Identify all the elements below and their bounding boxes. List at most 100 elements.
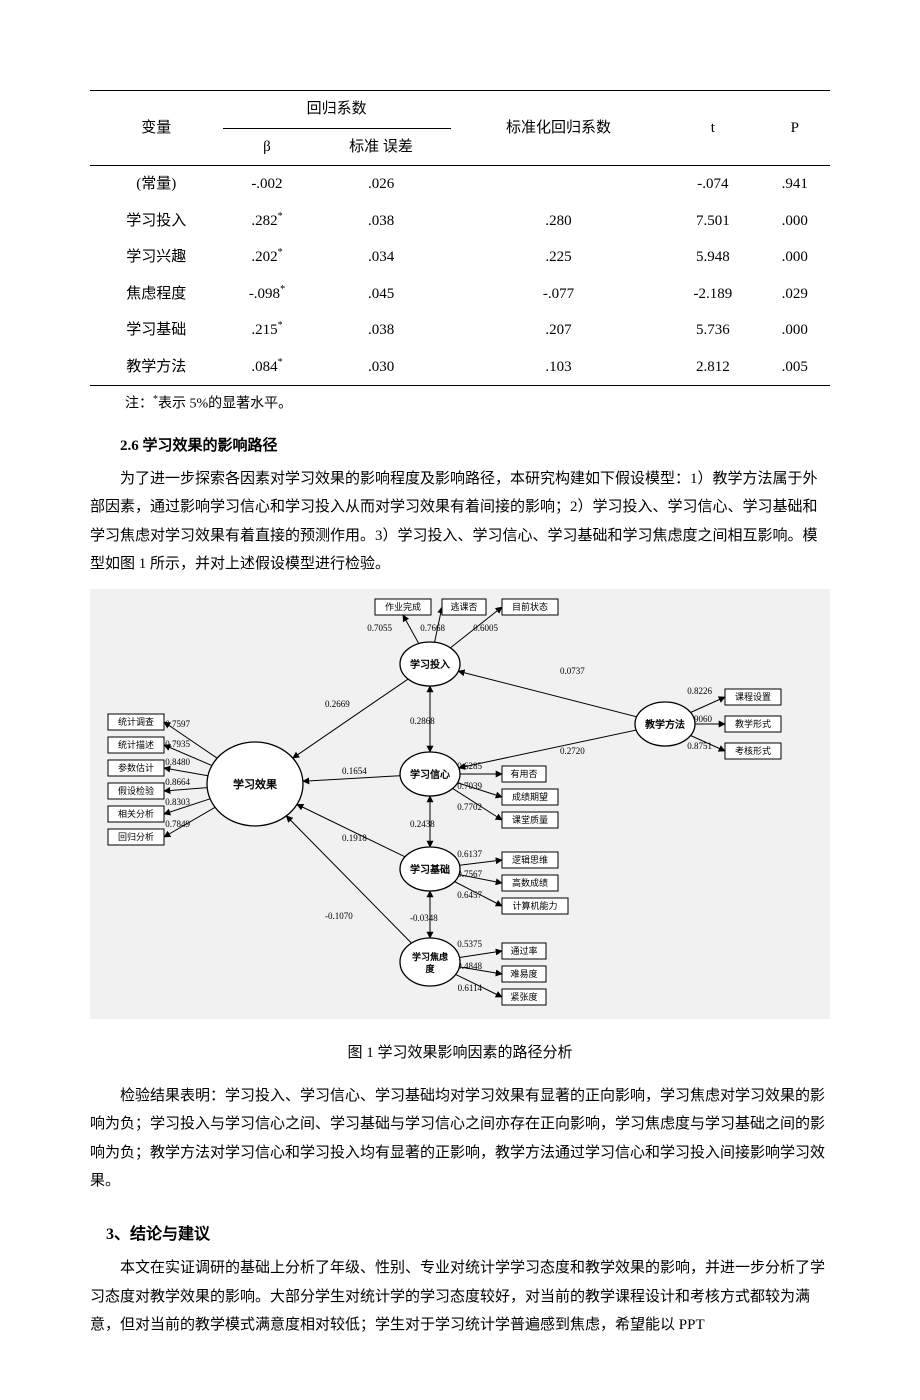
table-row-beta: -.002	[223, 166, 312, 203]
svg-text:成绩期望: 成绩期望	[512, 791, 548, 802]
table-row-t: 5.948	[666, 239, 759, 276]
para-2: 检验结果表明：学习投入、学习信心、学习基础均对学习效果有显著的正向影响，学习焦虑…	[90, 1082, 830, 1196]
svg-text:高数成绩: 高数成绩	[512, 877, 548, 888]
svg-text:0.1654: 0.1654	[342, 766, 367, 776]
svg-text:-0.1070: -0.1070	[325, 911, 353, 921]
svg-text:0.1918: 0.1918	[342, 833, 367, 843]
svg-text:假设检验: 假设检验	[118, 785, 154, 796]
th-beta: β	[223, 128, 312, 166]
table-row-name: (常量)	[90, 166, 223, 203]
table-row-beta: .282*	[223, 203, 312, 240]
svg-text:0.8664: 0.8664	[165, 777, 190, 787]
svg-text:0.7055: 0.7055	[367, 623, 392, 633]
svg-text:逃课否: 逃课否	[450, 601, 477, 612]
table-row-name: 学习兴趣	[90, 239, 223, 276]
table-row-beta: .215*	[223, 312, 312, 349]
svg-text:0.8226: 0.8226	[687, 686, 712, 696]
svg-text:0.2868: 0.2868	[410, 716, 435, 726]
table-row-p: .029	[760, 276, 830, 313]
th-stdbeta: 标准化回归系数	[451, 91, 666, 166]
table-row-p: .000	[760, 312, 830, 349]
table-row-t: -.074	[666, 166, 759, 203]
table-note: 注：*表示 5%的显著水平。	[90, 390, 830, 418]
table-row-t: 7.501	[666, 203, 759, 240]
svg-text:0.7849: 0.7849	[165, 819, 190, 829]
svg-text:学习基础: 学习基础	[410, 863, 450, 876]
svg-text:0.7668: 0.7668	[420, 623, 445, 633]
svg-text:0.2438: 0.2438	[410, 819, 435, 829]
svg-text:0.0737: 0.0737	[560, 666, 585, 676]
svg-text:课程设置: 课程设置	[735, 692, 771, 702]
table-row-se: .034	[311, 239, 450, 276]
table-row-name: 教学方法	[90, 349, 223, 386]
svg-text:0.7702: 0.7702	[457, 802, 482, 812]
table-row-name: 学习基础	[90, 312, 223, 349]
svg-text:通过率: 通过率	[510, 945, 537, 956]
svg-text:-0.0348: -0.0348	[410, 913, 438, 923]
svg-text:难易度: 难易度	[510, 968, 537, 979]
table-row-std: -.077	[451, 276, 666, 313]
table-row-p: .941	[760, 166, 830, 203]
svg-text:逻辑思维: 逻辑思维	[512, 854, 548, 865]
svg-text:0.2669: 0.2669	[325, 699, 350, 709]
svg-text:考核形式: 考核形式	[735, 745, 771, 756]
svg-text:0.7567: 0.7567	[457, 869, 482, 879]
table-row-std: .103	[451, 349, 666, 386]
svg-text:学习焦虑: 学习焦虑	[412, 951, 448, 962]
svg-text:有用否: 有用否	[510, 768, 537, 779]
svg-text:0.6114: 0.6114	[458, 983, 483, 993]
table-row-se: .026	[311, 166, 450, 203]
svg-text:0.7597: 0.7597	[165, 719, 190, 729]
table-row-se: .030	[311, 349, 450, 386]
svg-text:0.5375: 0.5375	[457, 939, 482, 949]
svg-text:课堂质量: 课堂质量	[512, 814, 548, 825]
svg-text:0.6285: 0.6285	[457, 761, 482, 771]
table-row-t: 5.736	[666, 312, 759, 349]
note-body: 表示 5%的显著水平。	[158, 397, 292, 412]
svg-text:0.6457: 0.6457	[457, 890, 482, 900]
table-row-p: .005	[760, 349, 830, 386]
section-2-6-title: 2.6 学习效果的影响路径	[90, 432, 830, 461]
table-row-t: -2.189	[666, 276, 759, 313]
svg-text:0.4848: 0.4848	[457, 961, 482, 971]
svg-text:目前状态: 目前状态	[512, 601, 548, 612]
svg-text:学习效果: 学习效果	[233, 777, 277, 791]
sem-svg: 0.2669 0.1654 0.1918 -0.1070 0.0737 0.2720 0.2…	[90, 589, 830, 1019]
svg-text:0.2720: 0.2720	[560, 746, 585, 756]
svg-text:学习投入: 学习投入	[410, 658, 450, 671]
table-row-std: .225	[451, 239, 666, 276]
svg-text:紧张度: 紧张度	[510, 991, 537, 1002]
table-row-beta: -.098*	[223, 276, 312, 313]
svg-text:相关分析: 相关分析	[118, 808, 154, 819]
th-se: 标准 误差	[311, 128, 450, 166]
svg-text:作业完成: 作业完成	[385, 601, 421, 612]
figure-1-caption: 图 1 学习效果影响因素的路径分析	[90, 1039, 830, 1068]
th-var: 变量	[90, 91, 223, 166]
svg-text:教学形式: 教学形式	[735, 718, 771, 729]
svg-text:0.7935: 0.7935	[165, 739, 190, 749]
table-row-se: .045	[311, 276, 450, 313]
th-t: t	[666, 91, 759, 166]
svg-text:0.8751: 0.8751	[687, 741, 712, 751]
th-coef-group: 回归系数	[223, 91, 451, 129]
svg-text:教学方法: 教学方法	[644, 718, 685, 731]
table-row-p: .000	[760, 203, 830, 240]
svg-text:计算机能力: 计算机能力	[512, 900, 557, 911]
svg-text:0.8480: 0.8480	[165, 757, 190, 767]
table-row-se: .038	[311, 312, 450, 349]
table-row-p: .000	[760, 239, 830, 276]
table-row-se: .038	[311, 203, 450, 240]
para-3: 本文在实证调研的基础上分析了年级、性别、专业对统计学学习态度和教学效果的影响，并…	[90, 1254, 830, 1340]
svg-text:统计描述: 统计描述	[118, 739, 154, 750]
table-row-std: .207	[451, 312, 666, 349]
table-row-std: .280	[451, 203, 666, 240]
note-prefix: 注：	[125, 397, 153, 412]
svg-text:学习信心: 学习信心	[410, 768, 450, 781]
figure-1-sem-diagram: 0.2669 0.1654 0.1918 -0.1070 0.0737 0.2720 0.2…	[90, 589, 830, 1030]
table-row-std	[451, 166, 666, 203]
table-row-beta: .084*	[223, 349, 312, 386]
svg-text:0.6137: 0.6137	[457, 849, 482, 859]
table-row-t: 2.812	[666, 349, 759, 386]
regression-table: 变量 回归系数 标准化回归系数 t P β 标准 误差 (常量)-.002.02…	[90, 90, 830, 386]
svg-text:统计调查: 统计调查	[118, 716, 154, 727]
